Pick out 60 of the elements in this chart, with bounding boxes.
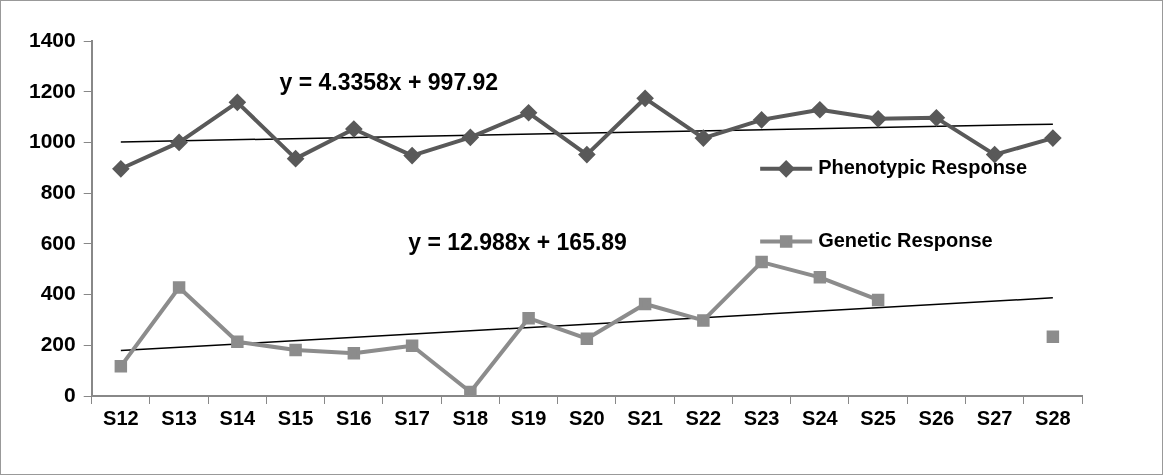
y-tick-label: 1000 [29, 129, 76, 153]
point [928, 109, 945, 126]
x-tick-label: S20 [569, 406, 605, 429]
x-tick-label: S12 [103, 406, 139, 429]
point [345, 120, 362, 137]
point [870, 110, 887, 127]
point [1046, 330, 1060, 343]
x-tick-label: S26 [918, 406, 955, 429]
point [172, 281, 186, 294]
point [464, 385, 477, 396]
point [347, 346, 361, 360]
y-tick-label: 1200 [29, 78, 76, 102]
x-tick-label: S14 [219, 406, 257, 429]
x-tick-label: S19 [510, 406, 547, 429]
y-tick-label: 0 [64, 382, 76, 406]
point [287, 150, 304, 167]
annotation: y = 4.3358x + 997.92 [279, 68, 499, 95]
point [1044, 130, 1061, 147]
x-tick-label: S27 [976, 406, 1013, 429]
point [405, 339, 419, 353]
x-tick-label: S23 [743, 406, 780, 429]
x-tick-label: S22 [685, 406, 722, 429]
y-tick-label: 600 [40, 230, 76, 254]
point [753, 111, 770, 128]
point [462, 129, 479, 146]
point [813, 271, 827, 284]
point [171, 134, 188, 151]
point [114, 360, 128, 373]
point [871, 293, 885, 307]
y-tick-label: 1400 [29, 27, 76, 51]
point [112, 160, 129, 177]
x-tick-label: S16 [336, 406, 372, 429]
x-tick-label: S15 [277, 406, 314, 429]
point [404, 147, 421, 164]
point [638, 297, 652, 311]
x-tick-label: S18 [452, 406, 489, 429]
y-tick-label: 200 [40, 332, 76, 356]
x-tick-label: S21 [627, 406, 663, 429]
x-tick-label: S25 [860, 406, 896, 429]
x-tick-label: S28 [1035, 406, 1071, 429]
point [580, 332, 594, 345]
x-tick-label: S13 [161, 406, 197, 429]
point [697, 314, 710, 327]
point [522, 311, 535, 325]
point [520, 104, 537, 121]
annotation: y = 12.988x + 165.89 [408, 228, 627, 255]
point [811, 101, 828, 118]
y-tick-label: 400 [40, 281, 76, 305]
legend-label: Genetic Response [818, 229, 993, 252]
point [289, 343, 302, 357]
point [229, 94, 246, 111]
point [755, 255, 768, 269]
point [637, 90, 654, 107]
point [578, 146, 595, 163]
x-tick-label: S24 [802, 406, 839, 429]
point [231, 335, 244, 348]
x-tick-label: S17 [394, 406, 430, 429]
point [695, 130, 712, 147]
legend-label: Phenotypic Response [818, 156, 1028, 179]
y-tick-label: 800 [40, 179, 76, 203]
